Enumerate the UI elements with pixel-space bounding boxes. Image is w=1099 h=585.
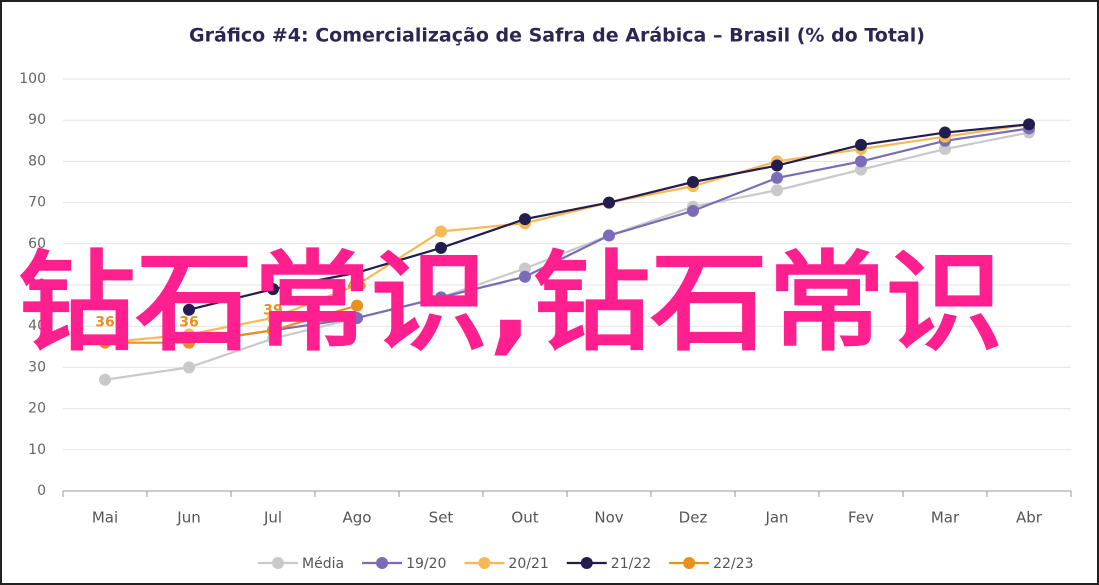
data-point: [183, 303, 195, 316]
x-tick-label: Mai: [92, 509, 118, 527]
data-point: [183, 336, 195, 349]
data-point: [519, 270, 531, 283]
series-line: [105, 304, 358, 344]
x-tick-label: Jun: [176, 509, 200, 527]
series-line: [104, 131, 1030, 381]
data-point: [267, 324, 279, 337]
x-tick-label: Set: [429, 509, 454, 527]
y-tick-label: 10: [28, 442, 46, 458]
data-point: [435, 225, 447, 238]
data-label: 36: [179, 315, 198, 331]
data-point: [855, 155, 867, 168]
data-point: [267, 283, 279, 296]
y-tick-label: 80: [28, 153, 46, 169]
y-tick-label: 50: [28, 277, 46, 293]
x-tick-label: Out: [511, 509, 538, 527]
data-point: [771, 171, 783, 184]
data-label: 39: [263, 302, 282, 318]
x-tick-label: Jan: [764, 509, 788, 527]
chart-title: Gráfico #4: Comercialização de Safra de …: [189, 25, 925, 47]
data-point: [267, 311, 279, 324]
x-tick-label: Jul: [263, 509, 282, 527]
series-line: [104, 123, 1030, 344]
x-tick-label: Abr: [1016, 509, 1043, 527]
data-point: [939, 126, 951, 139]
data-label: 45: [347, 278, 366, 294]
x-tick-label: Ago: [343, 509, 372, 527]
legend-marker: [272, 557, 284, 569]
data-point: [603, 229, 615, 242]
watermark: 钻石常识,钻石常识: [18, 241, 1003, 366]
data-point: [99, 336, 111, 349]
y-tick-label: 60: [28, 236, 46, 252]
data-point: [771, 184, 783, 197]
legend-label: 20/21: [508, 556, 548, 572]
data-point: [183, 361, 195, 374]
data-point: [1023, 118, 1035, 131]
data-label: 36: [95, 315, 114, 331]
x-tick-label: Fev: [848, 509, 874, 527]
data-point: [771, 159, 783, 172]
data-point: [603, 196, 615, 209]
legend-label: 19/20: [406, 556, 446, 572]
legend-marker: [478, 557, 491, 569]
y-tick-label: 30: [28, 359, 46, 375]
legend-label: Média: [302, 556, 344, 572]
x-tick-label: Mar: [931, 509, 960, 527]
x-tick-label: Dez: [679, 509, 708, 527]
data-point: [855, 138, 867, 151]
y-tick-label: 70: [28, 195, 46, 211]
data-point: [939, 143, 951, 156]
data-point: [687, 176, 699, 188]
data-point: [99, 373, 111, 386]
data-point: [435, 241, 447, 254]
data-point: [267, 332, 279, 345]
data-point: [351, 279, 363, 291]
legend-label: 22/23: [713, 556, 753, 572]
data-point: [519, 262, 531, 275]
legend-marker: [683, 557, 696, 569]
legend-label: 21/22: [611, 556, 651, 572]
y-tick-label: 20: [28, 401, 46, 417]
y-tick-label: 40: [28, 318, 46, 334]
data-point: [183, 328, 195, 341]
data-point: [519, 213, 531, 226]
data-point: [351, 266, 363, 279]
y-tick-label: 90: [28, 112, 46, 128]
legend-marker: [580, 557, 593, 569]
data-point: [855, 163, 867, 176]
legend-marker: [376, 557, 389, 569]
data-point: [351, 311, 363, 324]
data-point: [687, 204, 699, 217]
data-point: [351, 299, 363, 312]
data-point: [435, 291, 447, 304]
y-tick-label: 0: [37, 483, 46, 499]
x-tick-label: Nov: [594, 509, 623, 527]
y-tick-label: 100: [19, 71, 46, 87]
